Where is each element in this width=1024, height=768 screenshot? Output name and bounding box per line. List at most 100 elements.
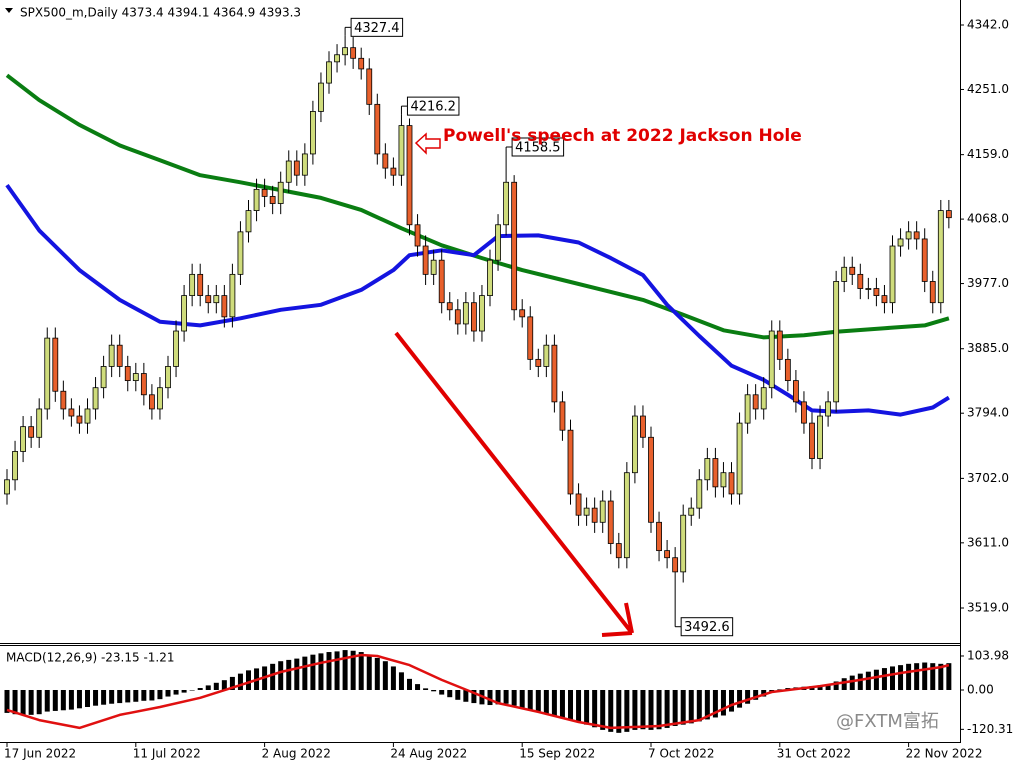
moving-average	[5, 73, 950, 340]
macd-bar	[270, 663, 276, 690]
candle-body	[446, 302, 453, 311]
macd-bar	[914, 663, 920, 690]
macd-bar	[318, 653, 324, 690]
candle-body	[551, 344, 558, 403]
candle-body	[293, 160, 300, 176]
trend-arrow-line	[394, 331, 634, 635]
candle-body	[720, 472, 727, 488]
candle-body	[897, 238, 904, 247]
y-tick-label: 3519.0	[967, 601, 1009, 615]
candle-body	[607, 500, 614, 544]
candle-body	[173, 330, 179, 367]
macd-bar	[382, 661, 388, 690]
candle-body	[12, 451, 18, 481]
macd-bar	[817, 685, 823, 690]
macd-bar	[873, 669, 879, 690]
macd-bar	[519, 689, 525, 708]
macd-bar	[640, 689, 646, 730]
candle-body	[648, 436, 654, 523]
price-label: 4158.5	[515, 140, 561, 155]
candle-body	[511, 181, 518, 311]
candle-body	[414, 224, 421, 247]
candle-body	[237, 231, 244, 275]
candle-body	[438, 259, 445, 304]
candle-body	[165, 366, 171, 389]
macd-bar	[205, 685, 211, 690]
macd-bar	[141, 689, 147, 701]
macd-bar	[294, 658, 300, 690]
candle-body	[575, 493, 582, 516]
macd-bar	[60, 689, 66, 711]
macd-bar	[938, 663, 944, 690]
candle-body	[623, 472, 630, 559]
annotation: Powell's speech at 2022 Jackson Hole	[443, 126, 802, 146]
candle-body	[157, 387, 163, 410]
candle-body	[76, 415, 83, 424]
candle-body	[454, 309, 461, 325]
x-tick-label: 17 Jun 2022	[4, 747, 76, 761]
candle-body	[20, 426, 27, 452]
macd-bar	[608, 689, 614, 732]
macd-bar	[197, 688, 203, 690]
macd-bar	[181, 689, 187, 693]
trend-arrow-head	[601, 631, 633, 637]
moving-average	[5, 183, 950, 417]
macd-bar	[890, 666, 895, 690]
macd-bar	[761, 689, 767, 697]
macd-bar	[52, 689, 58, 711]
candle-body	[937, 210, 944, 304]
candle-body	[382, 153, 389, 169]
macd-bar	[44, 689, 50, 712]
macd-bar	[632, 689, 638, 730]
candle-body	[4, 479, 10, 495]
macd-bar	[173, 689, 179, 695]
macd-bar	[133, 689, 139, 702]
macd-bar	[407, 678, 412, 690]
candle-body	[285, 160, 292, 183]
x-tick-label: 11 Jul 2022	[133, 747, 201, 761]
macd-bar	[237, 673, 243, 690]
candle-body	[817, 415, 823, 459]
candle-body	[680, 514, 687, 573]
candle-body	[760, 387, 767, 410]
candle-body	[261, 188, 268, 197]
candle-body	[640, 415, 646, 438]
macd-bar	[576, 689, 582, 723]
macd-bar	[109, 689, 115, 704]
candle-body	[929, 281, 936, 304]
candle-body	[495, 224, 501, 261]
macd-bar	[712, 689, 718, 718]
x-tick-label: 7 Oct 2022	[648, 747, 715, 761]
macd-bar	[777, 689, 783, 690]
macd-bar	[729, 689, 734, 712]
macd-bar	[551, 689, 557, 716]
macd-bar	[672, 689, 678, 726]
candle-body	[398, 125, 405, 176]
macd-bar	[704, 689, 710, 720]
candle-body	[390, 167, 397, 176]
macd-bar	[688, 689, 694, 724]
candle-body	[712, 458, 719, 488]
candle-body	[825, 401, 831, 417]
candle-body	[664, 550, 670, 559]
candle-body	[60, 390, 67, 410]
macd-bar	[350, 650, 356, 690]
macd-bar	[543, 689, 549, 714]
candle-body	[591, 507, 598, 523]
candle-body	[253, 188, 260, 212]
x-tick-label: 24 Aug 2022	[390, 747, 467, 761]
candle-body	[656, 521, 662, 552]
candle-body	[132, 373, 139, 382]
x-tick-label: 2 Aug 2022	[262, 747, 331, 761]
candle-body	[784, 358, 791, 382]
macd-bar	[431, 689, 437, 692]
candle-body	[736, 422, 743, 495]
macd-bar	[535, 689, 541, 712]
candle-body	[221, 295, 228, 318]
candle-body	[470, 302, 477, 332]
price-label-box	[406, 96, 460, 116]
candle-body	[535, 358, 542, 367]
macd-bar	[85, 689, 90, 708]
macd-bar	[503, 689, 509, 704]
macd-bar	[117, 689, 123, 704]
